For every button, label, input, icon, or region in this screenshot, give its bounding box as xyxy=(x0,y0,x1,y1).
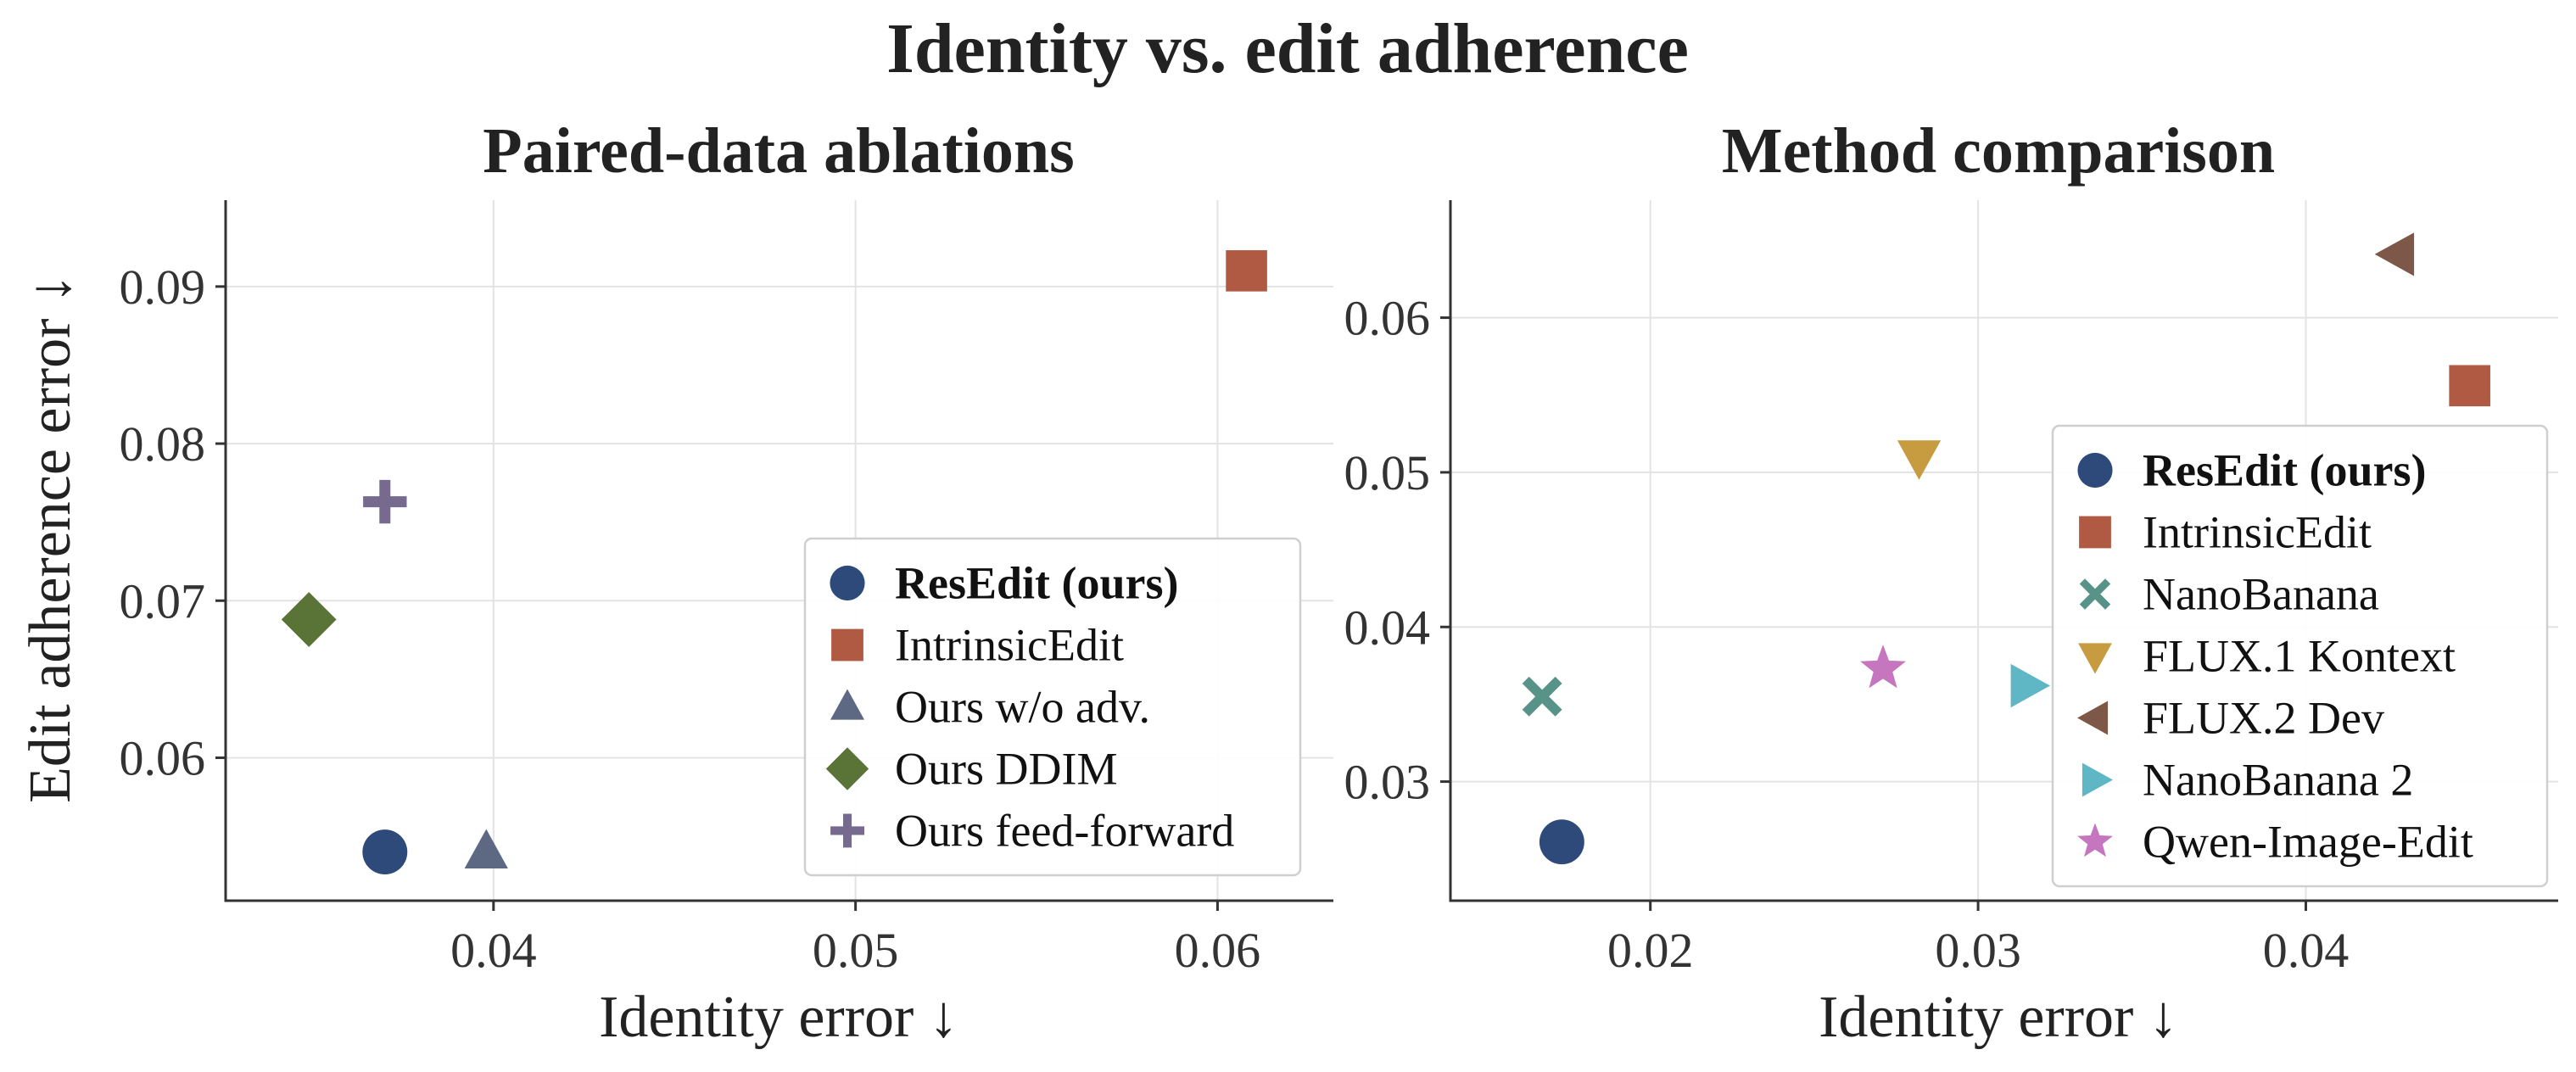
point-nanobanana xyxy=(1522,676,1562,717)
panel-title: Method comparison xyxy=(1722,115,2275,187)
x-tick-label: 0.04 xyxy=(2263,923,2350,978)
legend-marker-ours-w-o-adv xyxy=(830,689,864,720)
legend-label: IntrinsicEdit xyxy=(895,620,1124,671)
legend-marker-nanobanana-2 xyxy=(2081,762,2113,797)
panel-title: Paired-data ablations xyxy=(483,115,1074,187)
legend-marker-ours-ddim xyxy=(825,747,869,790)
legend xyxy=(803,537,1302,877)
legend-marker-ours-feed-forward xyxy=(830,813,864,848)
legend-marker-resedit-ours xyxy=(830,565,865,601)
y-axis-label: Edit adherence error ↓ xyxy=(18,274,83,803)
y-tick-label: 0.06 xyxy=(1344,291,1431,346)
point-resedit-ours xyxy=(1539,819,1584,865)
legend-label: NanoBanana 2 xyxy=(2143,755,2413,806)
legend-marker-nanobanana xyxy=(2079,578,2111,610)
legend-marker-qwen-image-edit xyxy=(2077,823,2113,857)
y-tick-label: 0.07 xyxy=(120,573,206,628)
legend-marker-intrinsicedit xyxy=(2079,516,2111,549)
legend-label: ResEdit (ours) xyxy=(2143,445,2427,496)
point-qwen-image-edit xyxy=(1860,645,1906,689)
x-tick-label: 0.02 xyxy=(1607,923,1694,978)
point-nanobanana-2 xyxy=(2010,663,2050,708)
axis-spines xyxy=(224,200,1333,902)
x-axis-label: Identity error ↓ xyxy=(1819,985,2178,1050)
x-tick-label: 0.06 xyxy=(1175,923,1261,978)
point-resedit-ours xyxy=(362,829,408,875)
figure-title: Identity vs. edit adherence xyxy=(886,9,1689,88)
legend-marker-intrinsicedit xyxy=(831,628,863,662)
point-intrinsicedit xyxy=(1226,250,1267,292)
point-ours-w-o-adv xyxy=(464,829,508,868)
point-intrinsicedit xyxy=(2449,365,2490,407)
point-flux-1-kontext xyxy=(1897,440,1942,480)
legend-label: Ours w/o adv. xyxy=(895,682,1150,733)
legend xyxy=(2051,424,2549,888)
x-axis-label: Identity error ↓ xyxy=(599,985,958,1050)
panel-method-comparison: Method comparison Identity error ↓ 0.02 0… xyxy=(1344,115,2558,1050)
x-tick-label: 0.03 xyxy=(1935,923,2021,978)
legend-label: NanoBanana xyxy=(2143,569,2379,620)
x-tick-label: 0.05 xyxy=(813,923,899,978)
point-flux-2-dev xyxy=(2374,232,2415,276)
legend-label: Qwen-Image-Edit xyxy=(2143,817,2473,868)
y-tick-label: 0.06 xyxy=(120,730,206,785)
y-tick-label: 0.04 xyxy=(1344,600,1431,655)
axis-spines xyxy=(1449,200,2558,902)
y-tick-label: 0.05 xyxy=(1344,445,1431,500)
legend-label: FLUX.2 Dev xyxy=(2143,693,2384,744)
legend-label: IntrinsicEdit xyxy=(2143,507,2372,558)
legend-marker-resedit-ours xyxy=(2077,452,2113,489)
panel-paired-data-ablations: Paired-data ablations Identity error ↓ E… xyxy=(18,115,1333,1050)
legend-marker-flux-1-kontext xyxy=(2078,643,2112,674)
legend-label: FLUX.1 Kontext xyxy=(2143,631,2456,682)
legend-label: Ours feed-forward xyxy=(895,806,1234,857)
legend-label: ResEdit (ours) xyxy=(895,558,1179,609)
y-tick-label: 0.09 xyxy=(120,260,206,315)
x-tick-label: 0.04 xyxy=(450,923,537,978)
point-ours-ddim xyxy=(281,592,337,647)
point-ours-feed-forward xyxy=(363,479,407,524)
y-tick-label: 0.03 xyxy=(1344,755,1431,810)
y-tick-label: 0.08 xyxy=(120,416,206,472)
legend-label: Ours DDIM xyxy=(895,744,1118,795)
legend-marker-flux-2-dev xyxy=(2077,701,2109,735)
